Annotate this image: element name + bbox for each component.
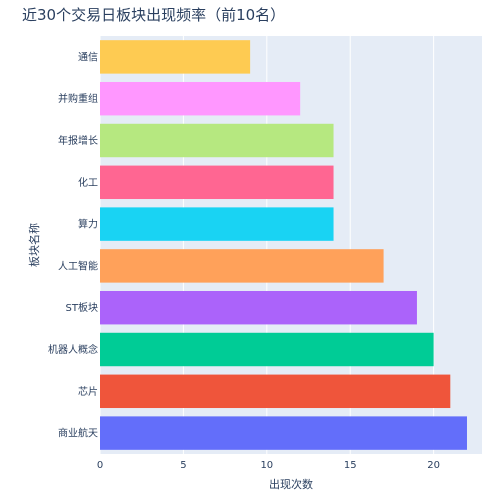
bar	[100, 165, 334, 200]
y-tick-label: 化工	[78, 176, 98, 189]
bar	[100, 290, 417, 325]
bar	[100, 123, 334, 158]
bars	[100, 40, 467, 450]
y-tick-label: 机器人概念	[48, 343, 98, 356]
x-tick-label: 0	[97, 460, 103, 471]
bar	[100, 416, 467, 450]
y-axis-title: 板块名称	[27, 223, 41, 267]
bar	[100, 249, 384, 283]
y-tick-label: 并购重组	[58, 92, 98, 105]
chart-title: 近30个交易日板块出现频率（前10名）	[22, 6, 286, 24]
y-tick-label: 年报增长	[58, 134, 98, 147]
x-tick-label: 15	[344, 460, 357, 471]
y-tick-label: ST板块	[66, 301, 98, 314]
y-tick-label: 人工智能	[58, 259, 98, 272]
x-axis-title: 出现次数	[269, 477, 313, 491]
bar	[100, 374, 451, 409]
y-tick-label: 商业航天	[58, 427, 98, 440]
bar	[100, 207, 334, 241]
y-axis-ticks: 商业航天 芯片 机器人概念 ST板块 人工智能 算力 化工 年报增长 并购重组 通信	[48, 51, 98, 439]
bar	[100, 81, 301, 116]
x-tick-label: 5	[180, 460, 186, 471]
bar	[100, 332, 434, 367]
x-tick-label: 20	[427, 460, 440, 471]
y-tick-label: 通信	[78, 51, 98, 63]
y-tick-label: 算力	[78, 218, 98, 231]
x-axis-ticks: 0 5 10 15 20	[97, 460, 440, 471]
bar	[100, 40, 251, 74]
x-tick-label: 10	[260, 460, 273, 471]
y-tick-label: 芯片	[78, 385, 98, 398]
